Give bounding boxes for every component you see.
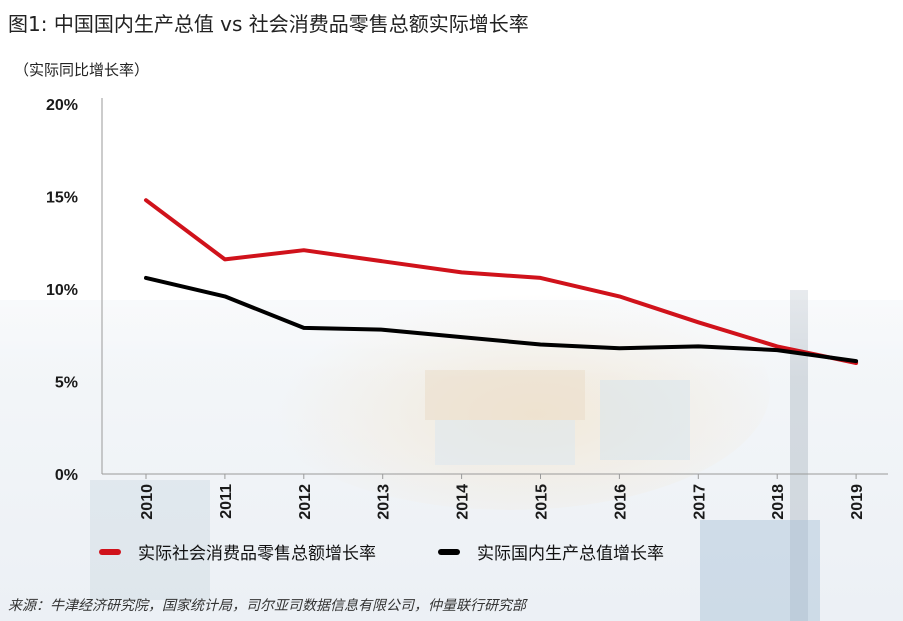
x-tick-label: 2017 (691, 484, 708, 520)
y-tick-label: 20% (46, 97, 78, 114)
source-note: 来源：牛津经济研究院，国家统计局，司尔亚司数据信息有限公司，仲量联行研究部 (8, 598, 526, 614)
x-tick-label: 2019 (849, 484, 866, 520)
y-tick-label: 5% (55, 375, 78, 392)
legend-swatch-retail (99, 548, 121, 555)
x-tick-label: 2012 (297, 484, 314, 520)
y-tick-label: 10% (46, 282, 78, 299)
series-line-gdp (144, 275, 859, 364)
y-tick-label: 15% (46, 190, 78, 207)
legend-label-gdp: 实际国内生产总值增长率 (477, 544, 664, 564)
x-tick-label: 2011 (218, 484, 235, 519)
x-tick-label: 2013 (376, 484, 393, 520)
y-tick-label: 0% (55, 467, 78, 484)
legend-swatch-gdp (438, 548, 460, 555)
legend-label-retail: 实际社会消费品零售总额增长率 (138, 544, 376, 564)
x-tick-label: 2015 (534, 484, 551, 520)
legend-item-retail: 实际社会消费品零售总额增长率 (99, 539, 376, 564)
series-line-retail (144, 198, 859, 365)
chart-title: 图1: 中国国内生产总值 vs 社会消费品零售总额实际增长率 (8, 12, 529, 36)
x-tick-label: 2014 (455, 484, 472, 520)
x-tick-label: 2016 (612, 484, 629, 520)
legend-item-gdp: 实际国内生产总值增长率 (438, 539, 664, 564)
y-axis-unit-label: （实际同比增长率） (14, 61, 150, 79)
x-tick-label: 2010 (139, 484, 156, 520)
x-tick-label: 2018 (770, 484, 787, 520)
